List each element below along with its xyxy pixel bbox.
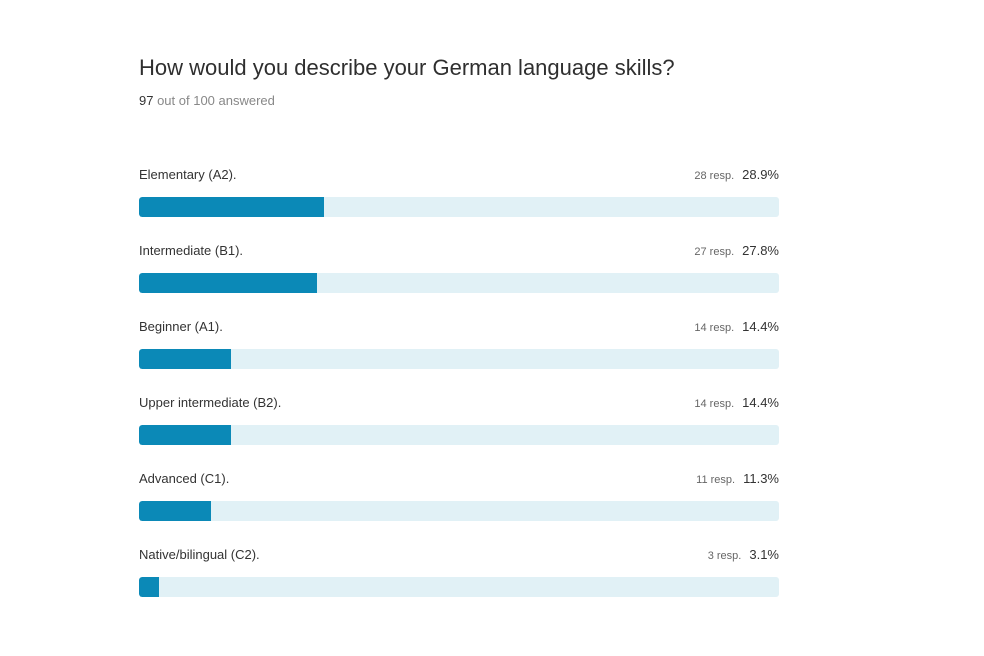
- percent-label: 14.4%: [742, 395, 779, 410]
- option-label: Advanced (C1).: [139, 471, 230, 486]
- result-row-header: Upper intermediate (B2). 14 resp. 14.4%: [139, 394, 779, 414]
- result-row-header: Advanced (C1). 11 resp. 11.3%: [139, 470, 779, 490]
- response-count: 27 resp.: [694, 246, 735, 258]
- option-label: Beginner (A1).: [139, 319, 223, 334]
- response-count: 3 resp.: [707, 550, 742, 562]
- answered-summary: 97 out of 100 answered: [139, 93, 779, 109]
- result-row: Elementary (A2). 28 resp. 28.9%: [139, 166, 779, 242]
- question-header: How would you describe your German langu…: [139, 54, 779, 109]
- result-row: Beginner (A1). 14 resp. 14.4%: [139, 318, 779, 394]
- response-count: 14 resp.: [694, 398, 735, 410]
- answered-count: 97: [139, 93, 154, 108]
- result-row-header: Elementary (A2). 28 resp. 28.9%: [139, 166, 779, 186]
- response-count: 14 resp.: [694, 322, 735, 334]
- percent-label: 28.9%: [742, 167, 779, 182]
- option-stats: 27 resp. 27.8%: [694, 242, 779, 261]
- option-stats: 11 resp. 11.3%: [696, 470, 779, 489]
- option-stats: 28 resp. 28.9%: [694, 166, 779, 185]
- option-label: Elementary (A2).: [139, 167, 237, 182]
- option-label: Intermediate (B1).: [139, 243, 244, 258]
- bar-fill: [139, 501, 212, 521]
- bar-track: [139, 501, 779, 521]
- option-stats: 14 resp. 14.4%: [694, 394, 779, 413]
- bar-fill: [139, 273, 317, 293]
- bar-track: [139, 425, 779, 445]
- response-count: 11 resp.: [696, 474, 736, 486]
- bar-track: [139, 273, 779, 293]
- option-label: Upper intermediate (B2).: [139, 395, 282, 410]
- percent-label: 11.3%: [743, 471, 779, 486]
- bar-fill: [139, 425, 232, 445]
- option-stats: 3 resp. 3.1%: [708, 546, 779, 565]
- response-count: 28 resp.: [694, 170, 735, 182]
- percent-label: 27.8%: [742, 243, 779, 258]
- bar-track: [139, 197, 779, 217]
- percent-label: 3.1%: [749, 547, 779, 562]
- question-title: How would you describe your German langu…: [139, 55, 675, 80]
- bar-fill: [139, 197, 324, 217]
- percent-label: 14.4%: [742, 319, 779, 334]
- result-row-header: Beginner (A1). 14 resp. 14.4%: [139, 318, 779, 338]
- result-row: Native/bilingual (C2). 3 resp. 3.1%: [139, 546, 779, 622]
- option-label: Native/bilingual (C2).: [139, 547, 260, 562]
- bar-track: [139, 349, 779, 369]
- option-stats: 14 resp. 14.4%: [694, 318, 779, 337]
- result-row: Upper intermediate (B2). 14 resp. 14.4%: [139, 394, 779, 470]
- bar-fill: [139, 349, 232, 369]
- answered-suffix: out of 100 answered: [153, 93, 275, 108]
- bar-fill: [139, 577, 159, 597]
- result-row-header: Intermediate (B1). 27 resp. 27.8%: [139, 242, 779, 262]
- result-row: Advanced (C1). 11 resp. 11.3%: [139, 470, 779, 546]
- result-row-header: Native/bilingual (C2). 3 resp. 3.1%: [139, 546, 779, 566]
- result-row: Intermediate (B1). 27 resp. 27.8%: [139, 242, 779, 318]
- results-chart: Elementary (A2). 28 resp. 28.9% Intermediat…: [139, 166, 779, 622]
- bar-track: [139, 577, 779, 597]
